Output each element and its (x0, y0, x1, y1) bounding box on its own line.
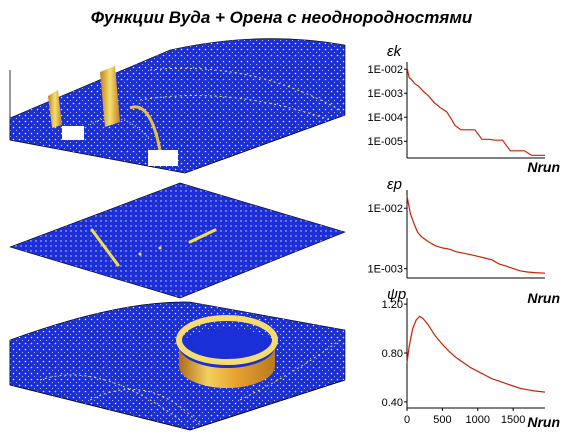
surface-middle (9, 182, 346, 299)
y-tick-label: 0.40 (382, 397, 403, 409)
y-tick-label: 1E-002 (368, 203, 403, 215)
middle-streak-2 (188, 228, 217, 244)
top-wall-1 (48, 90, 62, 128)
x-tick-label: 1500 (501, 414, 525, 426)
bottom-ring-wall (179, 346, 275, 388)
bottom-contour-2 (89, 388, 201, 426)
y-axis-label: εp (387, 176, 402, 193)
top-ridge (129, 105, 162, 151)
top-surface-mesh (9, 38, 346, 174)
series-line (406, 315, 546, 393)
y-tick-label: 1E-004 (368, 112, 403, 124)
y-axis-label: εk (387, 43, 403, 60)
top-gap-1 (62, 126, 84, 140)
x-axis-label: Nrun (527, 159, 560, 175)
top-wall-2 (100, 66, 120, 127)
x-tick-label: 1000 (466, 414, 490, 426)
bottom-surface-mesh (9, 301, 346, 431)
bottom-axis-y (189, 379, 346, 431)
bottom-contour-1 (39, 374, 181, 421)
series-line (406, 67, 545, 156)
top-gap-2 (148, 150, 178, 166)
middle-dot-1 (138, 252, 142, 256)
top-contour-2 (139, 95, 331, 121)
y-tick-label: 1E-003 (368, 264, 403, 276)
middle-plane (9, 182, 346, 299)
x-axis-label: Nrun (527, 290, 560, 306)
x-tick-label: 0 (404, 414, 410, 426)
chart-3: 1.20 0.80 0.400 500 1000 1500 ψp Nrun (382, 286, 560, 430)
page-title: Функции Вуда + Орена с неоднородностями (90, 8, 473, 27)
middle-dot-2 (158, 246, 162, 250)
bottom-ring-top (176, 315, 278, 365)
y-tick-label: 1.20 (382, 299, 403, 311)
surface-top (9, 38, 346, 174)
y-tick-label: 1E-002 (368, 64, 403, 76)
bottom-axis-x (9, 384, 191, 431)
chart-2: 1E-002 1E-003 εp Nrun (368, 176, 560, 306)
charts-panel: 1E-0021E-0031E-0041E-005εkNrun1E-0021E-0… (368, 43, 560, 430)
y-tick-label: 0.80 (382, 348, 403, 360)
y-axis-label: ψp (387, 286, 406, 303)
y-tick-label: 1E-003 (368, 88, 403, 100)
x-axis-label: Nrun (527, 414, 560, 430)
bottom-contour-3 (239, 339, 341, 401)
series-line (406, 195, 546, 274)
middle-streak-1 (90, 228, 120, 267)
y-tick-label: 1E-005 (368, 136, 403, 148)
chart-1: 1E-002 1E-003 1E-004 1E-005 εk Nrun (368, 43, 560, 175)
surface-bottom (9, 301, 346, 431)
x-tick-label: 500 (433, 414, 451, 426)
surfaces-panel (9, 38, 346, 431)
top-contour-3 (89, 117, 151, 141)
bottom-ring-hole (199, 329, 255, 351)
